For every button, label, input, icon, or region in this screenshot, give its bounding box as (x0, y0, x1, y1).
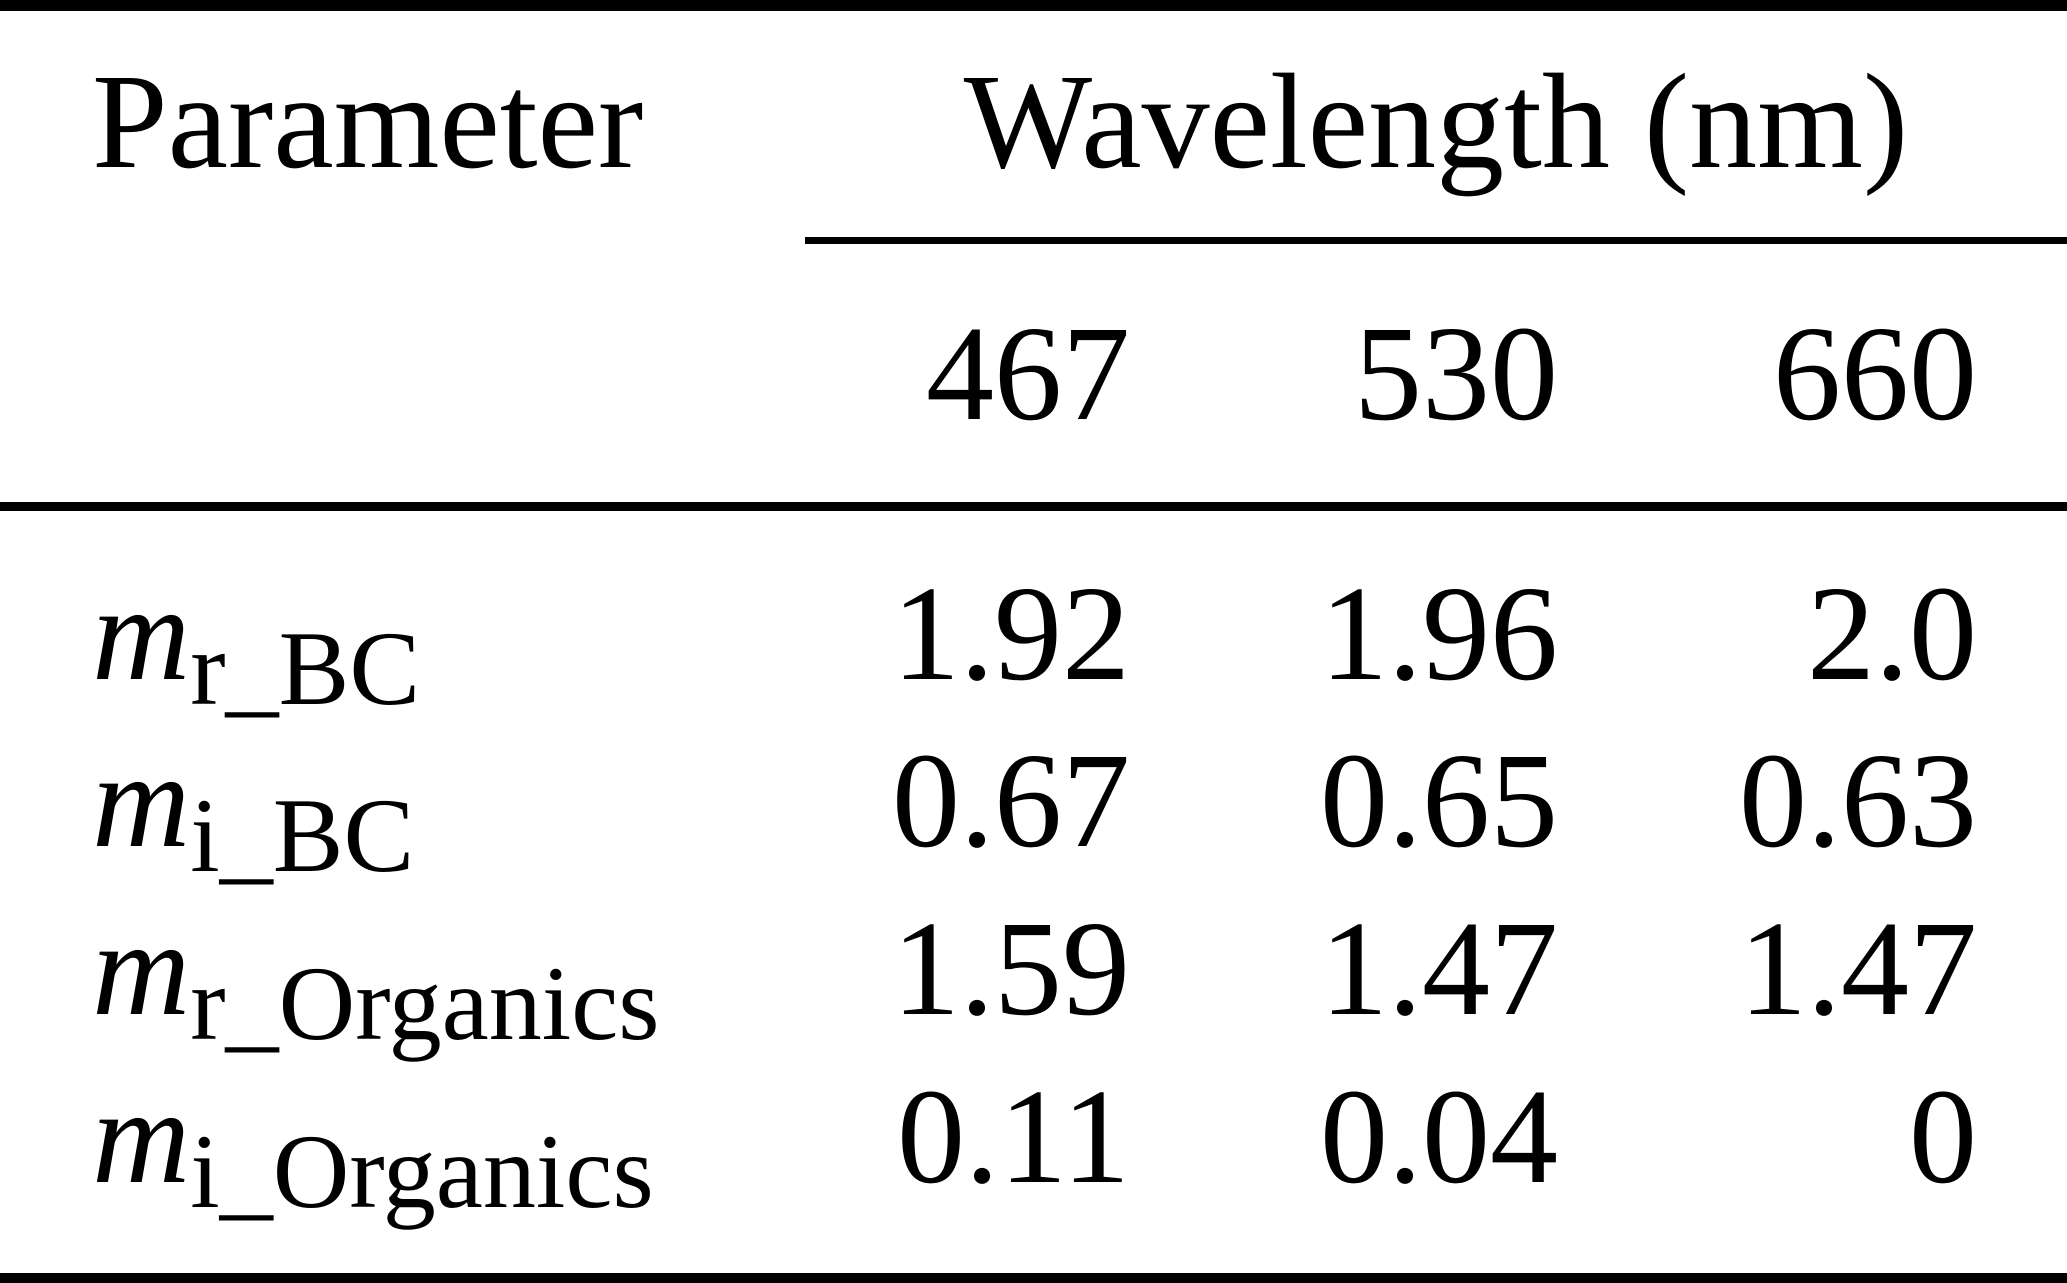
value-530: 0.65 (1320, 726, 1558, 876)
wavelength-header-660: 660 (1773, 299, 1977, 449)
table-top-rule (0, 0, 2067, 11)
parameter-symbol: m (92, 1062, 191, 1212)
value-530: 1.96 (1320, 559, 1558, 709)
parameter-subscript: r_BC (190, 609, 421, 728)
parameter-label: mr_BC (92, 566, 420, 721)
value-530: 1.47 (1320, 894, 1558, 1044)
value-530: 0.04 (1320, 1062, 1558, 1212)
value-467: 0.11 (897, 1062, 1130, 1212)
value-467: 1.92 (892, 559, 1130, 709)
wavelength-group-underline-rule (805, 237, 2067, 244)
wavelength-header-467: 467 (926, 299, 1130, 449)
parameter-label: mi_BC (92, 733, 414, 888)
value-660: 0 (1909, 1062, 1977, 1212)
parameter-label: mr_Organics (92, 901, 660, 1056)
parameter-symbol: m (92, 894, 191, 1044)
column-group-header-wavelength: Wavelength (nm) (963, 47, 1909, 197)
value-467: 0.67 (892, 726, 1130, 876)
parameter-subscript: i_Organics (190, 1112, 654, 1231)
value-660: 0.63 (1739, 726, 1977, 876)
column-header-parameter: Parameter (92, 47, 644, 197)
parameter-label: mi_Organics (92, 1069, 654, 1224)
value-467: 1.59 (892, 894, 1130, 1044)
table-bottom-rule (0, 1273, 2067, 1283)
parameter-symbol: m (92, 559, 191, 709)
value-660: 1.47 (1739, 894, 1977, 1044)
parameter-symbol: m (92, 726, 191, 876)
parameter-subscript: r_Organics (190, 944, 660, 1063)
parameter-subscript: i_BC (190, 776, 415, 895)
wavelength-header-530: 530 (1354, 299, 1558, 449)
table-header-separator-rule (0, 502, 2067, 511)
value-660: 2.0 (1807, 559, 1977, 709)
